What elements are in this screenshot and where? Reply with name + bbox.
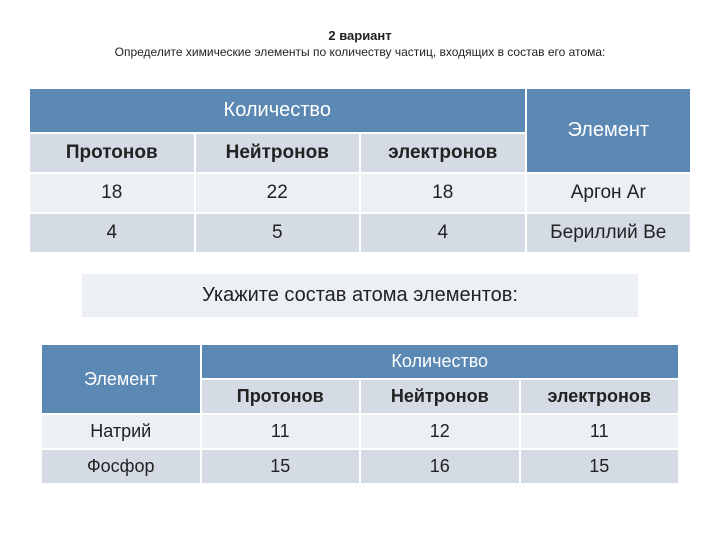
cell-protons: 15 <box>201 449 361 484</box>
cell-element: Натрий <box>41 414 201 449</box>
middle-banner: Укажите состав атома элементов: <box>80 272 640 319</box>
table-identify-elements: Количество Элемент Протонов Нейтронов эл… <box>28 87 692 254</box>
cell-protons: 11 <box>201 414 361 449</box>
subheader-electrons: электронов <box>360 133 526 173</box>
middle-banner-text: Укажите состав атома элементов: <box>80 272 640 319</box>
col-header-quantity: Количество <box>29 88 526 133</box>
cell-electrons: 4 <box>360 213 526 253</box>
cell-element: Бериллий Be <box>526 213 692 253</box>
task-prompt: Определите химические элементы по количе… <box>28 45 692 59</box>
table-row: Фосфор 15 16 15 <box>41 449 679 484</box>
table-header-row: Количество Элемент <box>29 88 691 133</box>
table-atom-composition-wrap: Элемент Количество Протонов Нейтронов эл… <box>40 343 680 485</box>
table-row: 18 22 18 Аргон Ar <box>29 173 691 213</box>
table-header-row: Элемент Количество <box>41 344 679 379</box>
table-row: 4 5 4 Бериллий Be <box>29 213 691 253</box>
cell-protons: 4 <box>29 213 195 253</box>
cell-element: Фосфор <box>41 449 201 484</box>
subheader-protons: Протонов <box>29 133 195 173</box>
table-row: Натрий 11 12 11 <box>41 414 679 449</box>
subheader-neutrons: Нейтронов <box>360 379 520 414</box>
cell-electrons: 11 <box>520 414 680 449</box>
cell-protons: 18 <box>29 173 195 213</box>
variant-label: 2 вариант <box>28 28 692 43</box>
title-block: 2 вариант Определите химические элементы… <box>28 28 692 59</box>
cell-electrons: 18 <box>360 173 526 213</box>
cell-neutrons: 16 <box>360 449 520 484</box>
subheader-neutrons: Нейтронов <box>195 133 361 173</box>
cell-element: Аргон Ar <box>526 173 692 213</box>
cell-neutrons: 12 <box>360 414 520 449</box>
subheader-protons: Протонов <box>201 379 361 414</box>
cell-neutrons: 22 <box>195 173 361 213</box>
table-atom-composition: Элемент Количество Протонов Нейтронов эл… <box>40 343 680 485</box>
cell-neutrons: 5 <box>195 213 361 253</box>
page: 2 вариант Определите химические элементы… <box>0 0 720 540</box>
cell-electrons: 15 <box>520 449 680 484</box>
subheader-electrons: электронов <box>520 379 680 414</box>
col-header-quantity: Количество <box>201 344 680 379</box>
col-header-element: Элемент <box>41 344 201 414</box>
col-header-element: Элемент <box>526 88 692 173</box>
